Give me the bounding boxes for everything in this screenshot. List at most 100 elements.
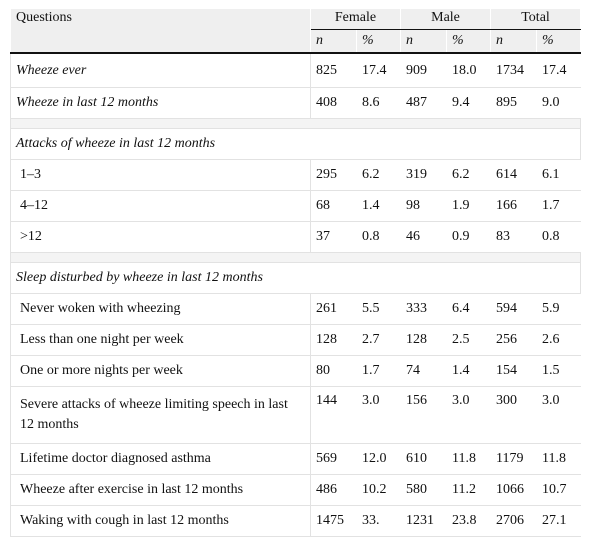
cell-value: 2.7 — [356, 324, 401, 356]
cell-value: 1.9 — [445, 190, 492, 222]
row-label: 1–3 — [10, 159, 311, 191]
cell-value: 23.8 — [445, 505, 492, 537]
cell-value: 74 — [400, 355, 447, 387]
cell-value: 3.0 — [356, 386, 401, 444]
cell-value: 68 — [310, 190, 357, 222]
row-label: Less than one night per week — [10, 324, 311, 356]
subheader-cell: n — [490, 29, 538, 54]
table-row: Lifetime doctor diagnosed asthma 569 12.… — [10, 443, 582, 475]
cell-value: 46 — [400, 221, 447, 253]
cell-value: 1734 — [490, 52, 538, 88]
cell-value: 1.7 — [356, 355, 401, 387]
cell-value: 2.5 — [445, 324, 492, 356]
cell-value: 610 — [400, 443, 447, 475]
cell-value: 8.6 — [356, 87, 401, 119]
table-row: 4–12 68 1.4 98 1.9 166 1.7 — [10, 190, 582, 222]
cell-value: 9.0 — [536, 87, 582, 119]
table-row: Wheeze after exercise in last 12 months … — [10, 474, 582, 506]
cell-value: 261 — [310, 293, 357, 325]
cell-value: 11.8 — [445, 443, 492, 475]
table-row: One or more nights per week 80 1.7 74 1.… — [10, 355, 582, 387]
cell-value: 166 — [490, 190, 538, 222]
cell-value: 580 — [400, 474, 447, 506]
cell-value: 83 — [490, 221, 538, 253]
cell-value: 0.8 — [536, 221, 582, 253]
row-label: Never woken with wheezing — [10, 293, 311, 325]
cell-value: 1.4 — [445, 355, 492, 387]
row-label: One or more nights per week — [10, 355, 311, 387]
cell-value: 6.4 — [445, 293, 492, 325]
cell-value: 408 — [310, 87, 357, 119]
cell-value: 128 — [310, 324, 357, 356]
subheader-cell: n — [400, 29, 447, 54]
cell-value: 487 — [400, 87, 447, 119]
cell-value: 295 — [310, 159, 357, 191]
section-heading: Sleep disturbed by wheeze in last 12 mon… — [9, 262, 582, 294]
male-header: Male — [399, 8, 492, 30]
cell-value: 333 — [400, 293, 447, 325]
table-row: Severe attacks of wheeze limiting speech… — [10, 386, 582, 444]
cell-value: 5.9 — [536, 293, 582, 325]
row-label: >12 — [10, 221, 311, 253]
cell-value: 895 — [490, 87, 538, 119]
section-heading: Attacks of wheeze in last 12 months — [9, 128, 582, 160]
subheader-cell: % — [536, 29, 582, 54]
cell-value: 11.8 — [536, 443, 582, 475]
cell-value: 17.4 — [536, 52, 582, 88]
cell-value: 909 — [400, 52, 447, 88]
spacer-row — [9, 252, 582, 263]
subheader-cell: % — [445, 29, 492, 54]
cell-value: 300 — [490, 386, 538, 444]
row-label: Waking with cough in last 12 months — [10, 505, 311, 537]
cell-value: 10.7 — [536, 474, 582, 506]
table-row: >12 37 0.8 46 0.9 83 0.8 — [10, 221, 582, 253]
cell-value: 9.4 — [445, 87, 492, 119]
cell-value: 1231 — [400, 505, 447, 537]
header-row: Questions Female Male Total — [10, 8, 582, 54]
cell-value: 10.2 — [356, 474, 401, 506]
cell-value: 825 — [310, 52, 357, 88]
cell-value: 319 — [400, 159, 447, 191]
table-row: Wheeze ever 825 17.4 909 18.0 1734 17.4 — [10, 52, 582, 88]
cell-value: 594 — [490, 293, 538, 325]
cell-value: 1179 — [490, 443, 538, 475]
subheader-row: n % n % n % — [10, 29, 582, 54]
row-label: Lifetime doctor diagnosed asthma — [10, 443, 311, 475]
cell-value: 1475 — [310, 505, 357, 537]
table-row: Less than one night per week 128 2.7 128… — [10, 324, 582, 356]
cell-value: 33. — [356, 505, 401, 537]
cell-value: 5.5 — [356, 293, 401, 325]
cell-value: 17.4 — [356, 52, 401, 88]
cell-value: 6.2 — [445, 159, 492, 191]
section-heading-row: Attacks of wheeze in last 12 months — [9, 128, 582, 160]
female-header: Female — [310, 8, 401, 30]
cell-value: 569 — [310, 443, 357, 475]
section-heading-row: Sleep disturbed by wheeze in last 12 mon… — [9, 262, 582, 294]
cell-value: 1.5 — [536, 355, 582, 387]
cell-value: 18.0 — [445, 52, 492, 88]
cell-value: 614 — [490, 159, 538, 191]
row-label: 4–12 — [10, 190, 311, 222]
subheader-cell: % — [356, 29, 401, 54]
cell-value: 11.2 — [445, 474, 492, 506]
cell-value: 1.7 — [536, 190, 582, 222]
row-label: Severe attacks of wheeze limiting speech… — [10, 386, 311, 444]
total-header: Total — [490, 8, 582, 30]
spacer-row — [9, 118, 582, 129]
row-label: Wheeze in last 12 months — [10, 87, 311, 119]
cell-value: 12.0 — [356, 443, 401, 475]
cell-value: 80 — [310, 355, 357, 387]
subheader-cell: n — [310, 29, 357, 54]
cell-value: 6.2 — [356, 159, 401, 191]
cell-value: 2.6 — [536, 324, 582, 356]
cell-value: 154 — [490, 355, 538, 387]
cell-value: 6.1 — [536, 159, 582, 191]
cell-value: 3.0 — [445, 386, 492, 444]
table-row: 1–3 295 6.2 319 6.2 614 6.1 — [10, 159, 582, 191]
cell-value: 144 — [310, 386, 357, 444]
table-row: Waking with cough in last 12 months 1475… — [10, 505, 582, 537]
cell-value: 1066 — [490, 474, 538, 506]
cell-value: 0.8 — [356, 221, 401, 253]
row-label: Wheeze after exercise in last 12 months — [10, 474, 311, 506]
cell-value: 156 — [400, 386, 447, 444]
